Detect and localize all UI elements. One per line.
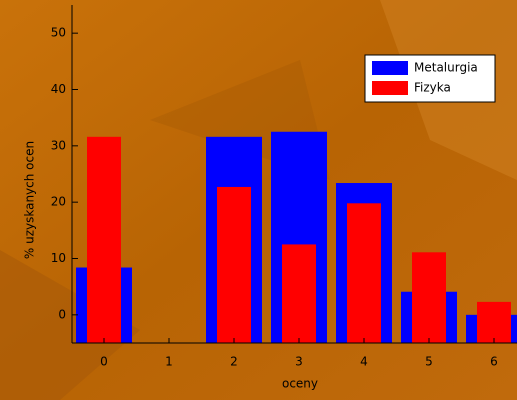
- chart: oceny % uzyskanych ocen 0 10 20 30 40 50 0 1 2 3 4…: [0, 0, 517, 400]
- x-tick-label: 2: [230, 355, 238, 369]
- x-tick-label: 5: [425, 355, 433, 369]
- x-tick-label: 0: [100, 355, 108, 369]
- bar: [87, 137, 121, 343]
- legend-label: Fizyka: [414, 81, 451, 95]
- bar: [477, 302, 511, 343]
- y-tick-label: 10: [51, 251, 66, 265]
- y-tick-label: 0: [58, 307, 66, 321]
- y-tick-label: 40: [51, 82, 66, 96]
- y-tick-label: 30: [51, 138, 66, 152]
- x-axis-label: oceny: [282, 377, 318, 391]
- y-axis-label: % uzyskanych ocen: [23, 141, 37, 259]
- bar: [412, 252, 446, 343]
- legend-swatch: [372, 81, 408, 95]
- bar: [347, 203, 381, 343]
- x-tick-label: 6: [490, 355, 498, 369]
- legend-label: Metalurgia: [414, 61, 478, 75]
- x-tick-label: 1: [165, 355, 173, 369]
- y-tick-label: 20: [51, 195, 66, 209]
- y-tick-label: 50: [51, 26, 66, 40]
- bar: [282, 244, 316, 343]
- x-tick-label: 3: [295, 355, 303, 369]
- legend-swatch: [372, 61, 408, 75]
- bar: [217, 187, 251, 343]
- x-tick-label: 4: [360, 355, 368, 369]
